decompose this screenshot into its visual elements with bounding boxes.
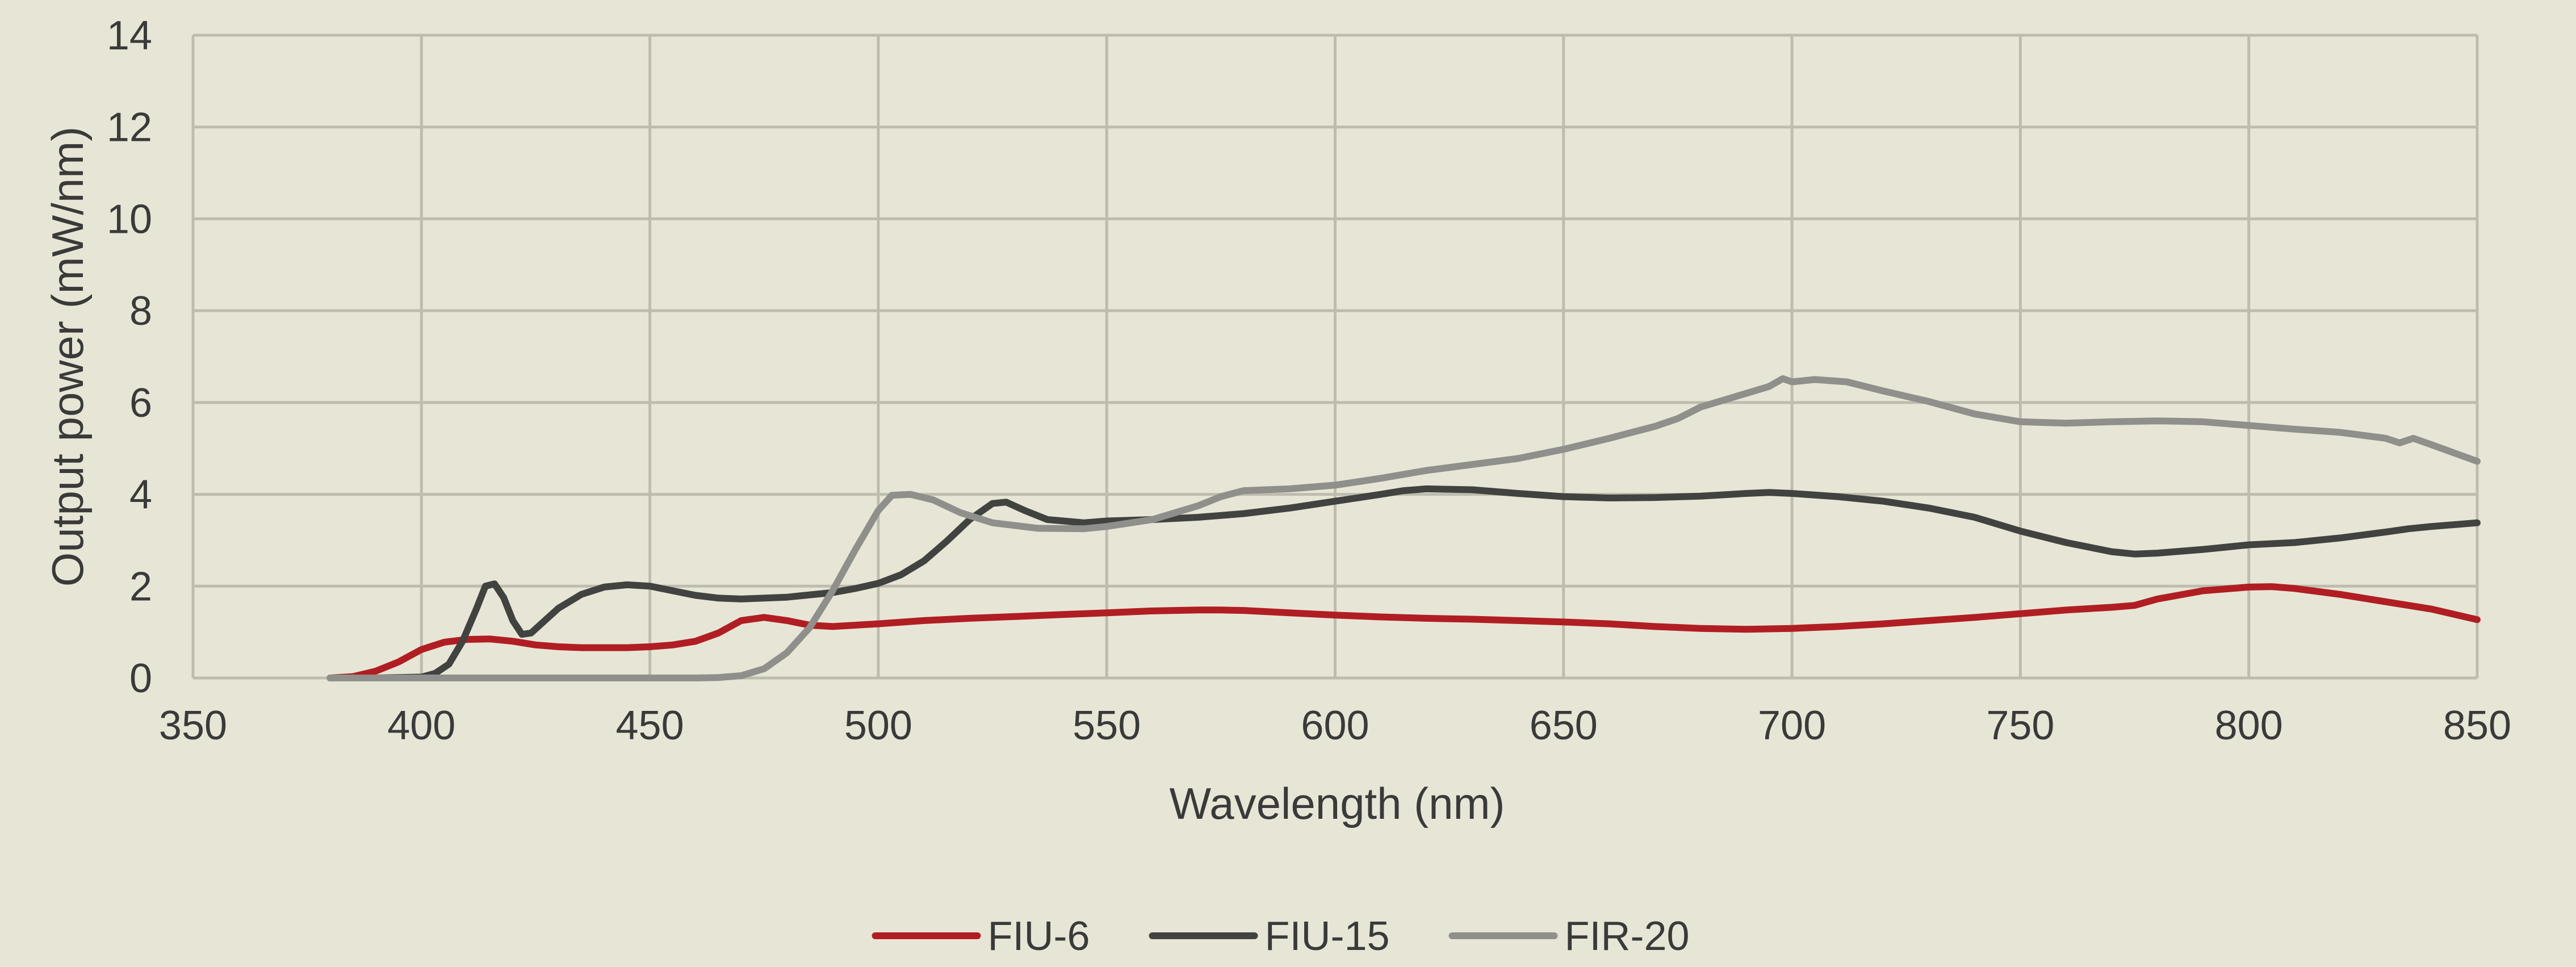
legend-label-fiu-15: FIU-15 xyxy=(1265,914,1390,959)
y-tick-label: 0 xyxy=(129,656,152,701)
x-tick-label: 550 xyxy=(1073,703,1141,748)
x-tick-label: 850 xyxy=(2443,703,2511,748)
x-tick-label: 750 xyxy=(1986,703,2054,748)
x-tick-label: 350 xyxy=(159,703,227,748)
tick-labels: 350 400 450 500 550 600 650 700 750 800 850 0 2 4 6 8 10… xyxy=(107,13,2511,748)
series-line-fir-20 xyxy=(326,375,2481,681)
y-tick-label: 2 xyxy=(129,564,152,609)
x-tick-label: 800 xyxy=(2215,703,2283,748)
y-tick-label: 10 xyxy=(107,196,152,242)
series-line-fiu-6 xyxy=(326,583,2481,681)
series-lines xyxy=(326,375,2481,681)
y-tick-label: 14 xyxy=(107,13,152,58)
legend-label-fiu-6: FIU-6 xyxy=(988,914,1090,959)
x-tick-label: 700 xyxy=(1758,703,1826,748)
x-axis-title: Wavelength (nm) xyxy=(1170,778,1505,828)
y-tick-label: 12 xyxy=(107,105,152,150)
legend: FIU-6 FIU-15 FIR-20 xyxy=(872,914,1690,959)
y-axis-title: Output power (mW/nm) xyxy=(43,127,93,587)
x-tick-label: 450 xyxy=(616,703,684,748)
series-line-fiu-15 xyxy=(326,485,2481,681)
legend-label-fir-20: FIR-20 xyxy=(1565,914,1690,959)
x-tick-label: 650 xyxy=(1530,703,1598,748)
grid xyxy=(191,34,2479,680)
y-tick-label: 8 xyxy=(129,288,152,334)
x-tick-label: 600 xyxy=(1301,703,1369,748)
y-tick-label: 6 xyxy=(129,380,152,426)
x-tick-label: 500 xyxy=(844,703,912,748)
x-tick-label: 400 xyxy=(387,703,455,748)
y-tick-label: 4 xyxy=(129,472,152,518)
